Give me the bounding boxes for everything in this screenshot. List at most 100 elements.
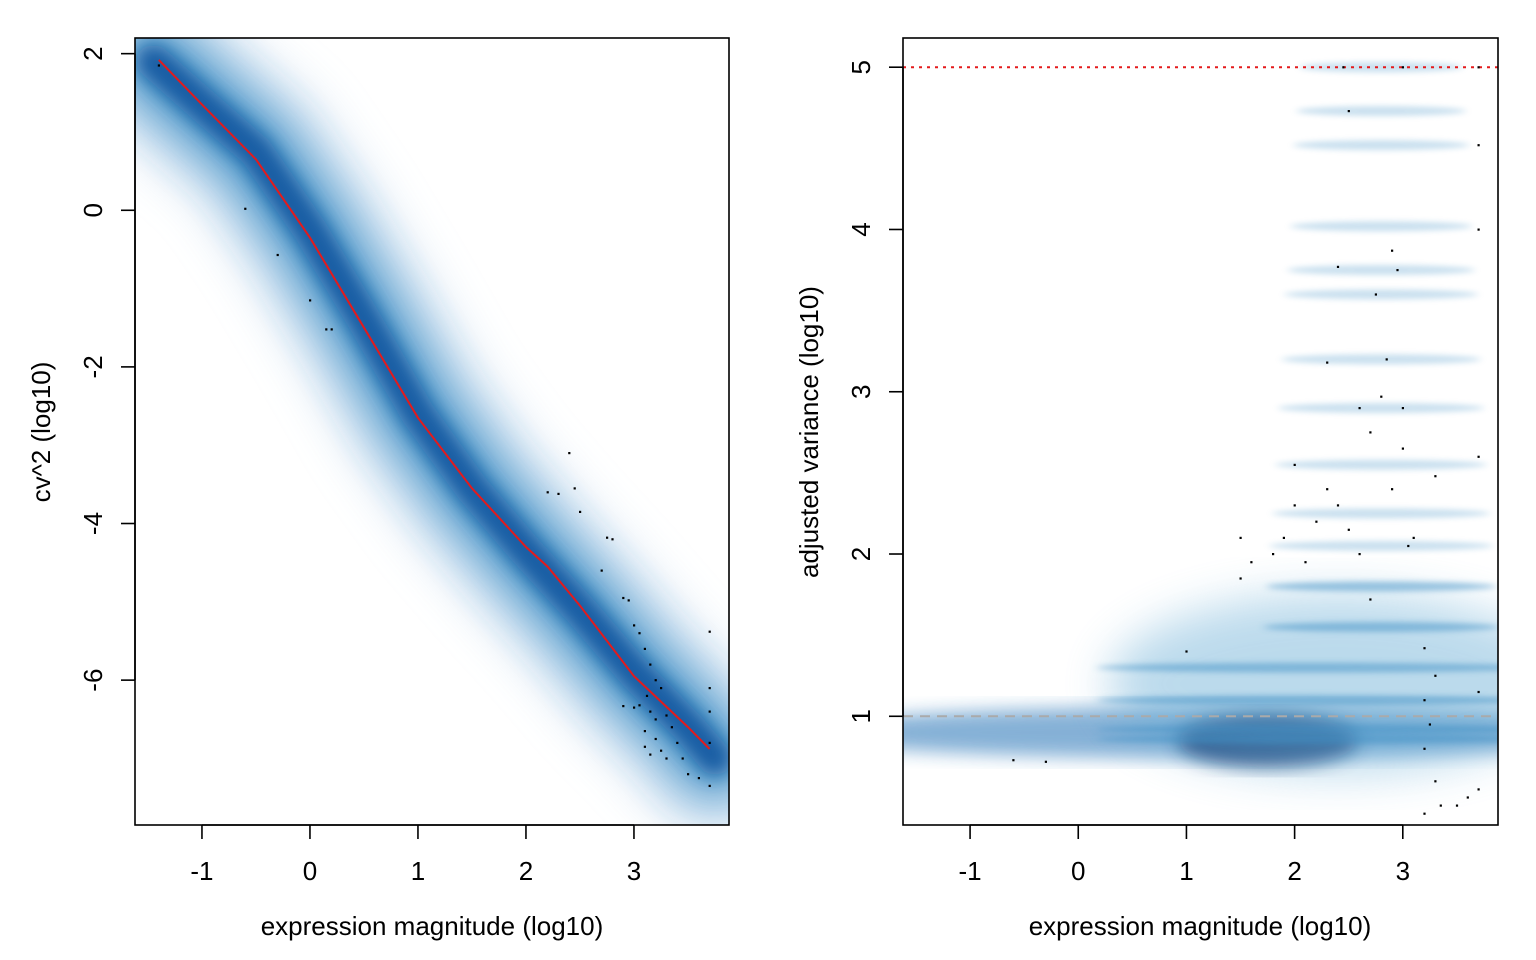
density-band [1278, 402, 1485, 413]
data-point [1293, 463, 1296, 466]
density-band [1281, 354, 1482, 365]
data-point [708, 784, 711, 787]
data-point [1401, 447, 1404, 450]
density-band [1096, 733, 1498, 744]
data-point [708, 741, 711, 744]
data-point [1423, 812, 1426, 815]
x-axis-label-right: expression magnitude (log10) [1029, 911, 1372, 941]
data-point [600, 569, 603, 572]
data-point [1385, 358, 1388, 361]
data-point [1336, 265, 1340, 268]
data-point [1374, 293, 1377, 296]
x-tick-label: -1 [190, 856, 213, 886]
points-left [157, 64, 711, 787]
data-point [1401, 407, 1404, 410]
y-tick-label: -4 [78, 512, 108, 535]
data-point [1282, 536, 1285, 539]
x-tick-label: 2 [1287, 856, 1301, 886]
x-tick-label: 3 [627, 856, 641, 886]
data-point [1342, 66, 1345, 69]
y-tick-label: -6 [78, 669, 108, 692]
density-band [1269, 540, 1494, 551]
data-point [622, 596, 625, 600]
data-point [1250, 561, 1253, 564]
data-point [1428, 723, 1431, 726]
y-axis-label-right: adjusted variance (log10) [794, 286, 824, 578]
data-point [681, 757, 684, 760]
density-band [1290, 221, 1473, 232]
data-point [573, 487, 576, 490]
data-point [643, 730, 646, 733]
x-tick-label: 1 [1179, 856, 1193, 886]
density-band [1096, 724, 1498, 735]
data-point [309, 299, 312, 302]
data-point [1347, 110, 1350, 113]
data-point [708, 630, 711, 633]
data-point [708, 710, 711, 713]
data-point [568, 452, 571, 455]
data-point [611, 538, 614, 541]
data-point [627, 599, 630, 602]
data-point [1012, 759, 1015, 762]
data-point [546, 491, 549, 494]
x-axis-label-left: expression magnitude (log10) [261, 911, 604, 941]
x-tick-label: -1 [959, 856, 982, 886]
data-point [654, 718, 657, 721]
data-point [1477, 455, 1480, 458]
y-tick-label: 4 [846, 222, 876, 236]
data-point [633, 624, 636, 627]
data-point [244, 207, 247, 210]
x-tick-label: 3 [1396, 856, 1410, 886]
data-point [1239, 536, 1242, 539]
x-axis-left: -1 0 1 2 3 [190, 824, 641, 886]
data-point [633, 706, 636, 709]
data-point [654, 679, 657, 682]
data-point [1391, 249, 1394, 252]
data-point [1434, 475, 1437, 478]
density-band [1299, 62, 1464, 73]
x-tick-label: 0 [303, 856, 317, 886]
x-tick-label: 0 [1071, 856, 1085, 886]
y-axis-label-left: cv^2 (log10) [26, 362, 56, 503]
data-point [557, 492, 560, 495]
data-point [1272, 553, 1275, 556]
y-tick-label: 2 [78, 46, 108, 60]
data-point [276, 253, 279, 257]
x-tick-label: 1 [411, 856, 425, 886]
data-point [1044, 760, 1047, 763]
x-tick-label: 2 [519, 856, 533, 886]
data-point [1412, 536, 1415, 539]
data-point [638, 632, 641, 635]
data-point [1434, 674, 1437, 677]
data-point [1477, 228, 1480, 231]
data-point [1358, 407, 1361, 410]
data-point [1407, 544, 1410, 548]
data-point [665, 757, 668, 760]
density-band [1287, 265, 1476, 276]
data-point [645, 694, 649, 697]
data-point [1304, 561, 1307, 564]
data-point [1369, 431, 1372, 434]
data-point [325, 328, 328, 331]
y-tick-label: 3 [846, 385, 876, 399]
data-point [1358, 553, 1361, 556]
y-tick-label: 0 [78, 203, 108, 217]
density-cloud-left [135, 38, 729, 825]
density-band [1266, 581, 1497, 592]
data-point [649, 710, 652, 713]
fit-line-left [158, 59, 711, 750]
data-point [1439, 804, 1442, 807]
data-point [660, 687, 663, 690]
data-point [1347, 528, 1350, 531]
density-bands-right [903, 62, 1498, 774]
data-point [1477, 66, 1480, 69]
data-point [665, 714, 668, 717]
density-band [1293, 140, 1470, 151]
data-point [1380, 395, 1383, 398]
chart-left: -1 0 1 2 3 -6 -4 -2 0 2 expression magnitude (lo… [26, 37, 730, 941]
density-band [1263, 622, 1498, 633]
data-point [708, 687, 711, 690]
data-point [1326, 361, 1329, 364]
data-point [1369, 598, 1372, 601]
data-point [697, 777, 700, 780]
